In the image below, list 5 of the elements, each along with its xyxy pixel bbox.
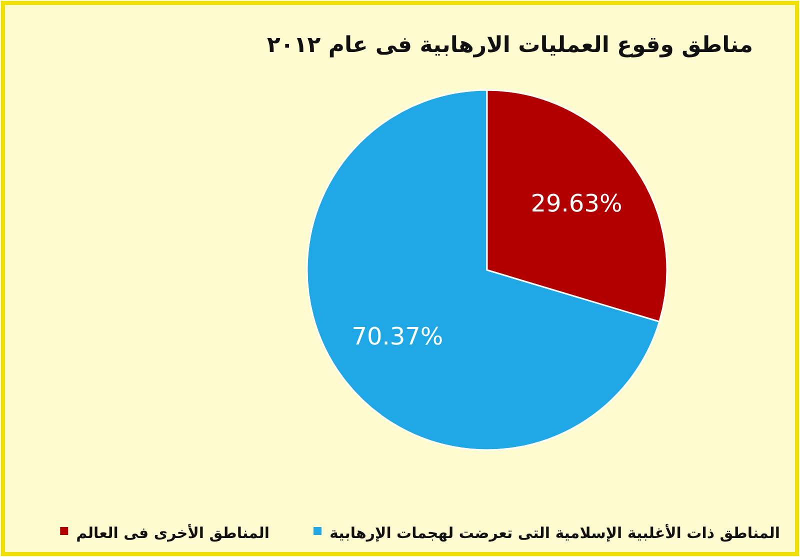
- chart-title: مناطق وقوع العمليات الارهابية فى عام ٢٠١٢: [266, 33, 754, 58]
- legend-label: المناطق الأخرى فى العالم: [76, 523, 270, 542]
- data-label: 29.63%: [530, 189, 622, 218]
- legend-label: المناطق ذات الأغلبية الإسلامية التى تعرضت لهجمات الإرهابية: [330, 523, 780, 542]
- data-label: 70.37%: [352, 322, 444, 351]
